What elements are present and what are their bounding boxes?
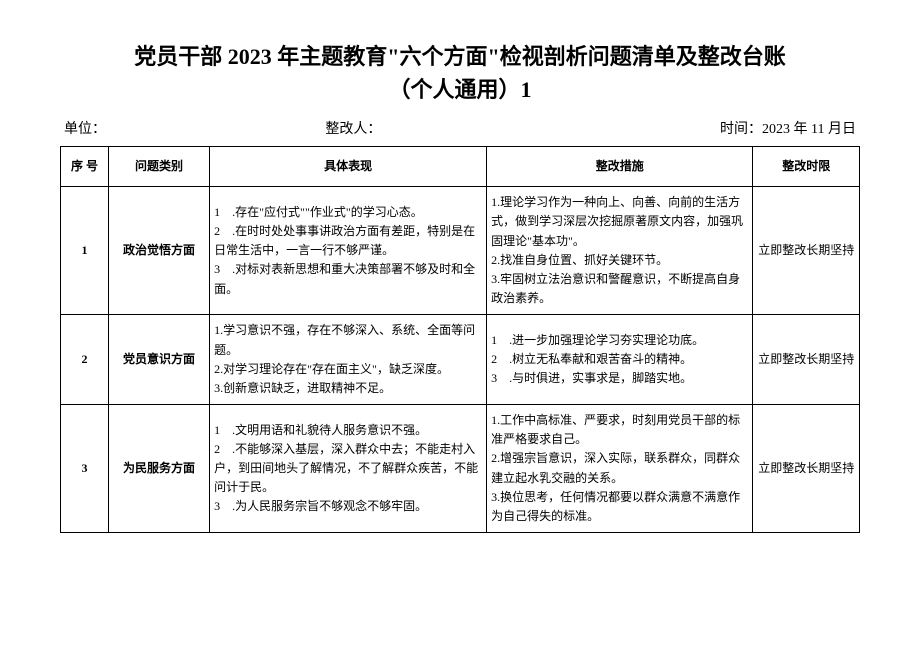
table-row: 3 为民服务方面 1 .文明用语和礼貌待人服务意识不强。2 .不能够深入基层，深… (61, 405, 860, 533)
cell-seq: 1 (61, 187, 109, 315)
table-row: 1 政治觉悟方面 1 .存在"应付式""作业式"的学习心态。2 .在时时处处事事… (61, 187, 860, 315)
meta-person: 整改人： (325, 118, 586, 138)
cell-deadline: 立即整改长期坚持 (753, 187, 860, 315)
header-seq: 序 号 (61, 147, 109, 187)
document-title: 党员干部 2023 年主题教育"六个方面"检视剖析问题清单及整改台账 （个人通用… (60, 40, 860, 106)
cell-deadline: 立即整改长期坚持 (753, 315, 860, 405)
cell-deadline: 立即整改长期坚持 (753, 405, 860, 533)
table-header-row: 序 号 问题类别 具体表现 整改措施 整改时限 (61, 147, 860, 187)
cell-category: 政治觉悟方面 (108, 187, 209, 315)
cell-seq: 3 (61, 405, 109, 533)
cell-performance: 1 .文明用语和礼貌待人服务意识不强。2 .不能够深入基层，深入群众中去；不能走… (210, 405, 487, 533)
table-body: 1 政治觉悟方面 1 .存在"应付式""作业式"的学习心态。2 .在时时处处事事… (61, 187, 860, 533)
main-table: 序 号 问题类别 具体表现 整改措施 整改时限 1 政治觉悟方面 1 .存在"应… (60, 146, 860, 533)
cell-category: 为民服务方面 (108, 405, 209, 533)
cell-category: 党员意识方面 (108, 315, 209, 405)
meta-row: 单位： 整改人： 时间：2023 年 11 月日 (60, 118, 860, 138)
cell-seq: 2 (61, 315, 109, 405)
cell-measure: 1 .进一步加强理论学习夯实理论功底。2 .树立无私奉献和艰苦奋斗的精神。3 .… (487, 315, 753, 405)
cell-performance: 1.学习意识不强，存在不够深入、系统、全面等问题。2.对学习理论存在"存在面主义… (210, 315, 487, 405)
header-performance: 具体表现 (210, 147, 487, 187)
meta-date: 时间：2023 年 11 月日 (587, 118, 856, 138)
title-line-1: 党员干部 2023 年主题教育"六个方面"检视剖析问题清单及整改台账 (60, 40, 860, 73)
cell-performance: 1 .存在"应付式""作业式"的学习心态。2 .在时时处处事事讲政治方面有差距，… (210, 187, 487, 315)
table-row: 2 党员意识方面 1.学习意识不强，存在不够深入、系统、全面等问题。2.对学习理… (61, 315, 860, 405)
meta-unit: 单位： (64, 118, 325, 138)
title-line-2: （个人通用）1 (60, 73, 860, 106)
cell-measure: 1.理论学习作为一种向上、向善、向前的生活方式，做到学习深层次挖掘原著原文内容，… (487, 187, 753, 315)
header-deadline: 整改时限 (753, 147, 860, 187)
header-measure: 整改措施 (487, 147, 753, 187)
header-category: 问题类别 (108, 147, 209, 187)
cell-measure: 1.工作中高标准、严要求，时刻用党员干部的标准严格要求自己。2.增强宗旨意识，深… (487, 405, 753, 533)
